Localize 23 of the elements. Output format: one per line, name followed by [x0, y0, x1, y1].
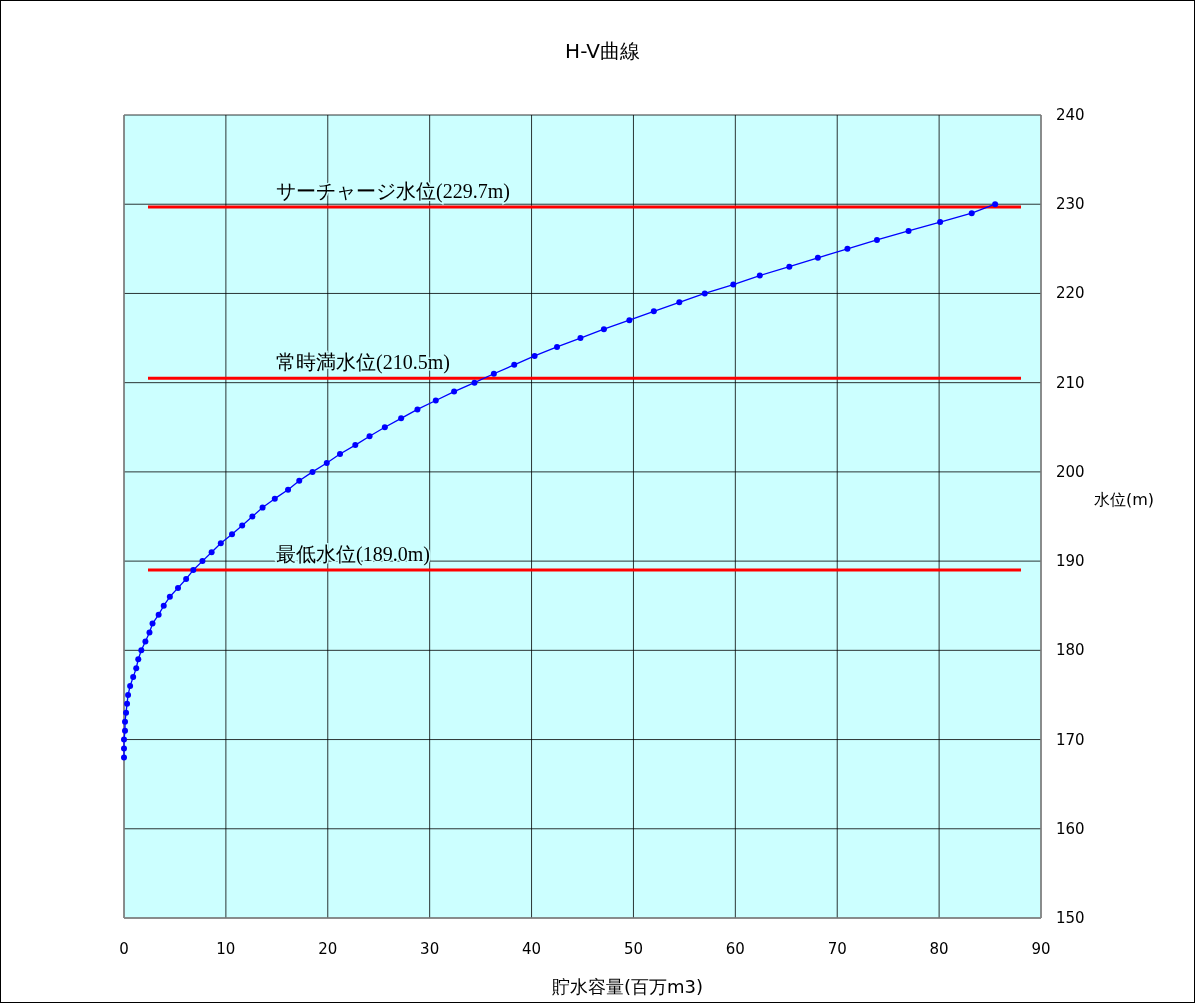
x-tick-label: 0 — [119, 940, 129, 958]
y-tick-label: 240 — [1056, 106, 1085, 124]
x-tick-label: 40 — [522, 940, 542, 958]
y-tick-label: 170 — [1056, 730, 1085, 749]
x-tick-label: 80 — [929, 940, 949, 958]
x-tick-label: 60 — [725, 940, 745, 958]
y-tick-label: 230 — [1056, 195, 1085, 214]
x-tick-label: 10 — [216, 940, 236, 958]
x-tick-label: 70 — [827, 940, 847, 958]
chart-title: H-V曲線 — [565, 39, 640, 63]
y-tick-label: 220 — [1056, 284, 1085, 303]
x-axis-title: 貯水容量(百万m3) — [551, 976, 704, 997]
y-axis-title: 水位(m) — [1094, 489, 1155, 509]
y-tick-label: 190 — [1056, 552, 1085, 571]
y-tick-label: 180 — [1056, 641, 1085, 660]
y-tick-label: 210 — [1056, 373, 1085, 392]
x-tick-label: 30 — [420, 940, 440, 958]
y-tick-label: 160 — [1056, 819, 1085, 838]
x-tick-label: 90 — [1031, 940, 1051, 958]
x-tick-label: 50 — [623, 940, 643, 958]
y-tick-label: 200 — [1056, 462, 1085, 481]
y-tick-label: 150 — [1056, 909, 1085, 927]
x-tick-label: 20 — [318, 940, 338, 958]
